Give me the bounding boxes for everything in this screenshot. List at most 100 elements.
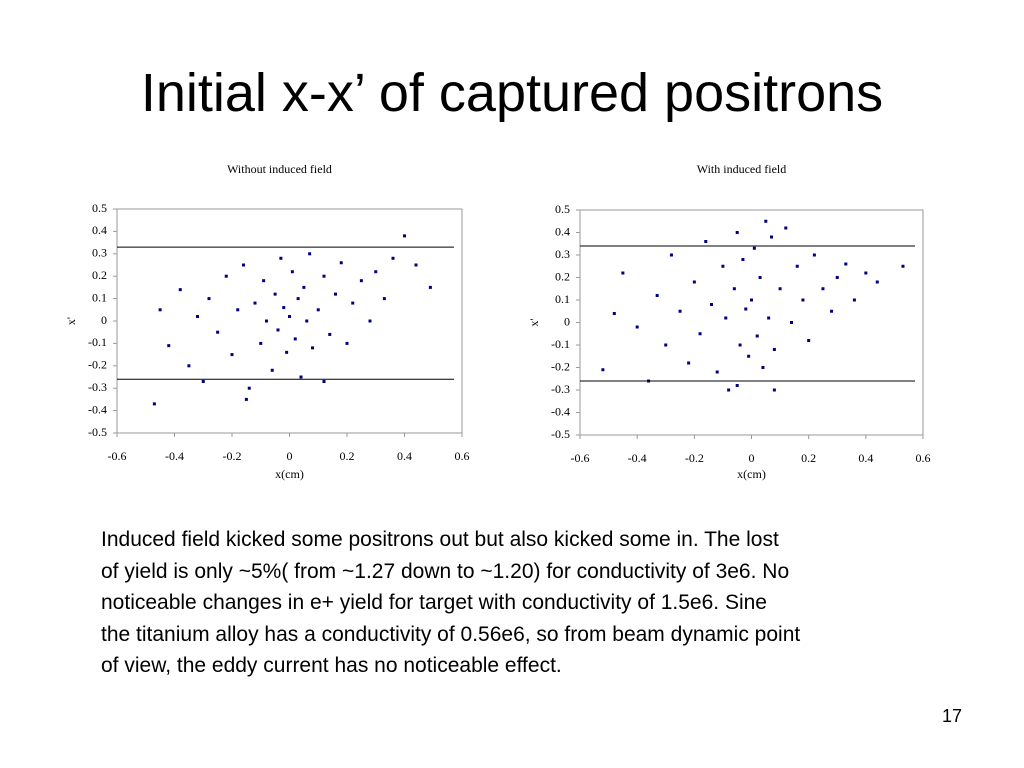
y-tick-label: -0.3 [551,382,570,396]
y-tick-label: 0.3 [555,247,570,261]
y-tick-label: -0.1 [551,337,570,351]
plot-area [579,209,924,436]
point [830,309,834,313]
body-text: Induced field kicked some positrons out … [101,524,800,682]
point [302,285,306,289]
plot-area [116,208,463,434]
point [901,264,905,268]
point [621,271,625,275]
point [709,303,713,306]
point [715,370,719,374]
point [764,219,768,223]
y-tick-label: 0.3 [92,246,107,260]
point [704,240,708,243]
point [308,252,312,256]
x-tick-label: 0.2 [340,449,355,463]
body-line: of view, the eddy current has no noticea… [101,654,562,677]
point [158,308,162,312]
page-number: 17 [941,706,962,726]
point [328,332,332,336]
y-tick-label: -0.1 [88,335,107,349]
y-tick-label: -0.3 [88,380,107,394]
x-tick-label: 0.2 [801,451,816,465]
point [778,287,782,291]
point [414,263,418,267]
point [244,397,248,401]
point [750,298,753,302]
point [698,332,702,336]
point [247,386,251,390]
point [322,274,326,278]
body-line: of yield is only ~5%( from ~1.27 down to… [101,559,790,583]
y-axis-label: x' [64,317,78,325]
point [253,301,257,305]
y-tick-label: -0.4 [551,404,570,418]
chart-title: Without induced field [227,162,332,176]
x-tick-label: -0.2 [223,449,242,463]
point [345,341,349,345]
point [403,234,406,238]
y-tick-label: -0.4 [88,402,107,416]
x-tick-label: -0.6 [108,449,127,463]
y-tick-label: -0.2 [88,358,107,372]
point [207,297,211,301]
point [224,274,228,278]
point [290,270,294,274]
point [601,368,605,372]
point [428,285,432,289]
point [772,348,776,351]
y-axis-label: x' [527,318,541,326]
x-tick-label: -0.4 [628,451,647,465]
body-line: Induced field kicked some positrons out … [101,528,779,551]
point [795,264,799,268]
point [692,280,696,284]
point [687,361,691,365]
point [875,280,879,284]
point [807,339,811,342]
point [270,368,274,372]
point [761,366,765,369]
x-tick-label: 0.6 [455,449,470,463]
x-tick-label: 0 [749,451,755,465]
point [747,354,751,358]
charts: Without induced field x(cm) x' -0.6 -0.4 -0.2… [64,162,931,481]
point [201,379,205,383]
x-tick-label: 0 [287,449,293,463]
point [772,388,776,392]
point [612,312,616,315]
y-tick-label: 0.1 [555,292,570,306]
point [790,321,794,324]
point [664,343,668,347]
point [351,301,355,305]
y-tick-label: 0.4 [92,223,107,237]
point [296,297,300,301]
x-tick-label: -0.6 [571,451,590,465]
point [305,319,309,323]
point [655,294,659,297]
point [382,297,386,301]
x-tick-label: -0.4 [165,449,184,463]
slide-title: Initial x-x’ of captured positrons [140,63,884,123]
point [721,264,725,268]
point [727,388,731,392]
point [339,261,343,265]
point [230,353,234,357]
point [299,375,303,379]
chart-title: With induced field [697,162,787,176]
point [669,253,673,257]
point [368,319,372,323]
y-tick-label: 0.5 [92,201,107,215]
body-line: the titanium alloy has a conductivity of… [101,622,801,646]
point [852,298,856,302]
point [801,298,805,302]
x-tick-label: 0.4 [397,449,412,463]
point [735,231,739,234]
point [322,379,326,383]
point [758,276,762,279]
x-tick-label: -0.2 [685,451,704,465]
y-tick-label: 0.1 [92,290,107,304]
point [767,316,771,320]
x-axis-label: x(cm) [275,467,304,481]
point [784,226,788,230]
